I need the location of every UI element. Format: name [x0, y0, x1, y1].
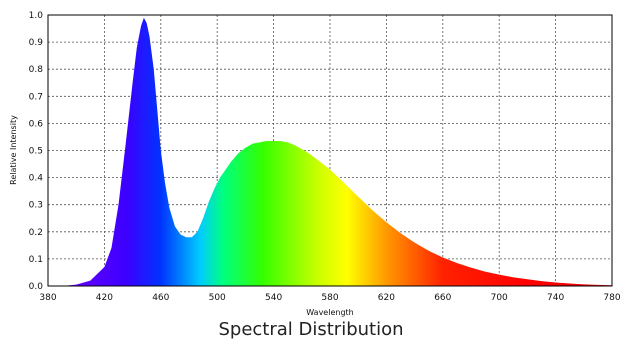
- y-tick-label: 0.7: [29, 92, 43, 102]
- x-tick-label: 580: [321, 293, 338, 303]
- y-tick-label: 0.1: [29, 255, 43, 265]
- y-tick-label: 0.8: [29, 65, 44, 75]
- x-tick-label: 380: [39, 293, 56, 303]
- x-tick-label: 700: [491, 293, 508, 303]
- chart-title: Spectral Distribution: [218, 319, 403, 340]
- x-tick-label: 420: [96, 293, 113, 303]
- y-tick-label: 0.4: [29, 174, 44, 184]
- x-tick-label: 460: [152, 293, 169, 303]
- y-tick-label: 0.0: [29, 282, 44, 292]
- y-tick-label: 0.2: [29, 228, 43, 238]
- y-tick-label: 0.6: [29, 119, 44, 129]
- plot-frame: [47, 14, 613, 287]
- y-axis-label: Relative Intensity: [9, 115, 18, 185]
- x-axis-label: Wavelength: [306, 308, 353, 317]
- x-tick-label: 740: [547, 293, 564, 303]
- spectrum-area: [48, 17, 612, 287]
- x-tick-label: 780: [603, 293, 620, 303]
- x-tick-label: 660: [434, 293, 451, 303]
- y-axis-ticks: 0.0 0.1 0.2 0.3 0.4 0.5 0.6 0.7 0.8 0.9 1.0: [29, 11, 44, 292]
- y-tick-label: 1.0: [29, 11, 44, 21]
- y-tick-label: 0.3: [29, 201, 43, 211]
- x-tick-label: 620: [378, 293, 395, 303]
- x-tick-label: 540: [265, 293, 282, 303]
- x-tick-label: 500: [209, 293, 226, 303]
- y-tick-label: 0.5: [29, 147, 43, 157]
- x-axis-ticks: 380 420 460 500 540 580 620 660 700 740 780: [39, 293, 620, 303]
- y-tick-label: 0.9: [29, 38, 44, 48]
